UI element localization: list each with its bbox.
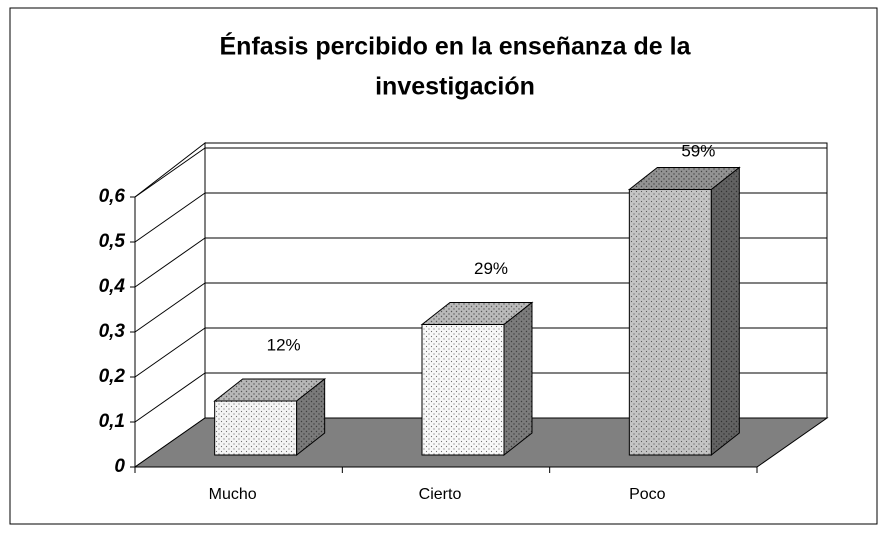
value-label: 12% <box>267 335 301 354</box>
x-tick-label: Mucho <box>209 486 257 503</box>
grid-line <box>134 192 206 243</box>
y-tick-label: 0,4 <box>99 276 126 297</box>
grid-line <box>134 327 206 378</box>
x-tick-label: Cierto <box>419 486 462 503</box>
bar-front <box>628 189 712 456</box>
value-label: 29% <box>474 259 508 278</box>
bar-front <box>214 400 298 456</box>
y-tick-label: 0 <box>114 456 125 477</box>
grid-line <box>134 372 206 423</box>
y-tick-label: 0,3 <box>99 321 126 342</box>
y-tick-label: 0,6 <box>99 186 126 207</box>
grid-line <box>134 147 206 198</box>
y-tick-label: 0,1 <box>99 411 125 432</box>
bar-front <box>421 324 505 456</box>
chart-title: Énfasis percibido en la enseñanza de la <box>220 32 692 61</box>
y-tick-label: 0,5 <box>99 231 126 252</box>
bar-side <box>503 301 533 457</box>
value-label: 59% <box>681 141 715 160</box>
grid-line <box>134 237 206 288</box>
y-tick-label: 0,2 <box>99 366 126 387</box>
bar-side <box>710 166 740 457</box>
grid-line <box>134 282 206 333</box>
bar-side <box>296 377 326 457</box>
chart-title: investigación <box>375 73 535 101</box>
x-tick-label: Poco <box>629 486 666 503</box>
left-wall <box>134 141 206 468</box>
